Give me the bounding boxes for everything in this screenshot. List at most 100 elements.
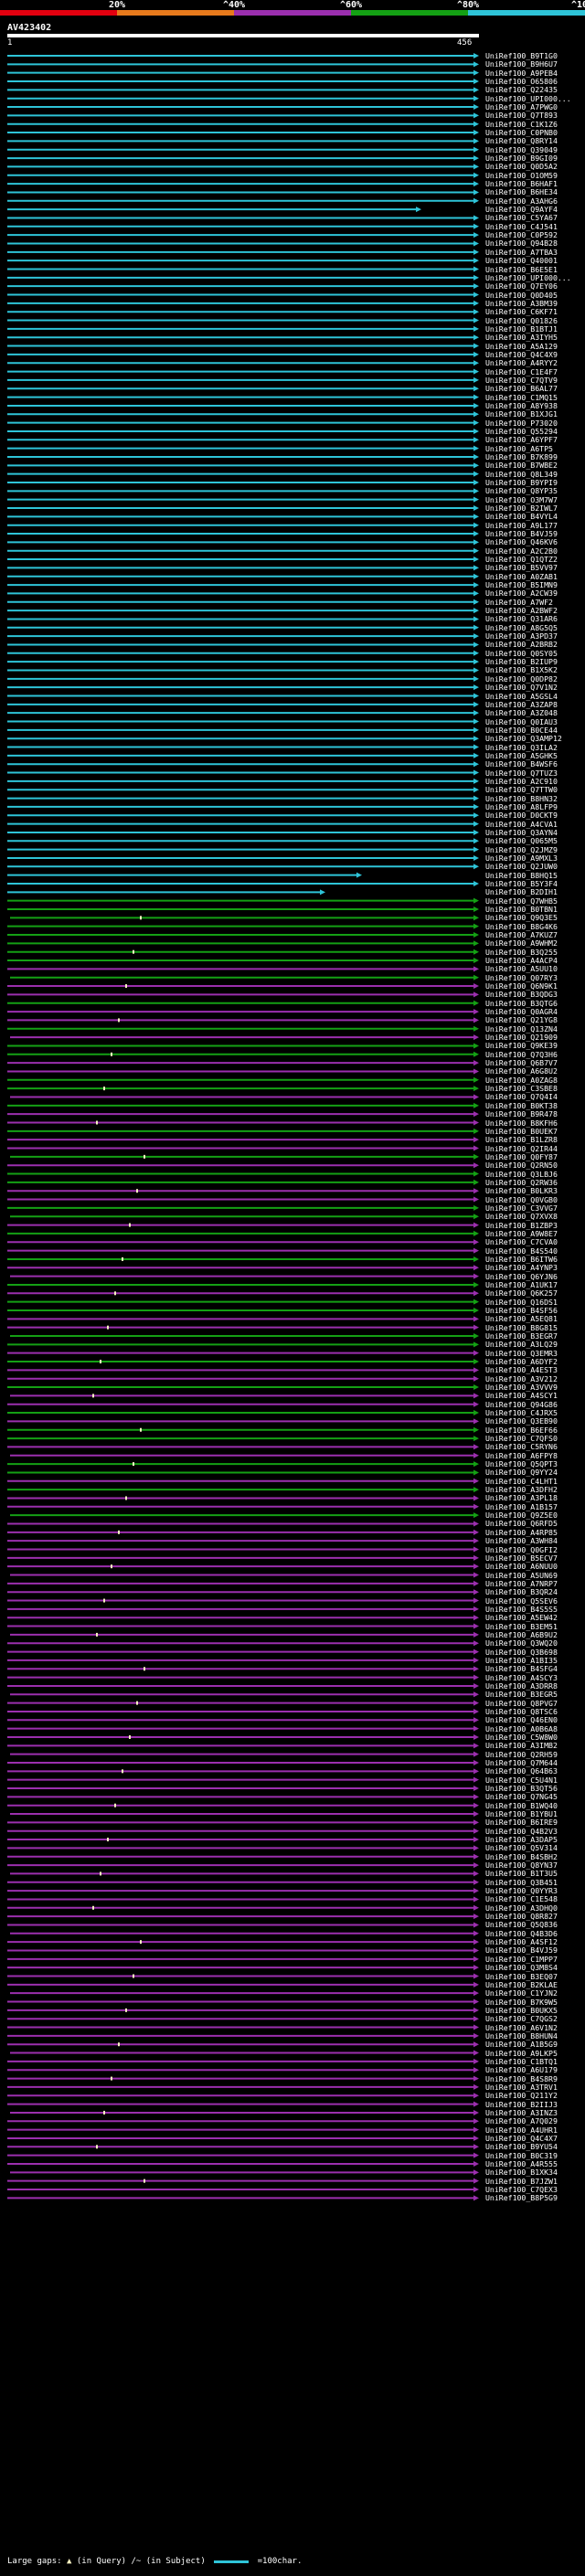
hit-label[interactable]: UniRef100_Q0YYR3 <box>485 1886 558 1896</box>
hit-label[interactable]: UniRef100_A3BM39 <box>485 298 558 308</box>
hit-label[interactable]: UniRef100_B6EF66 <box>485 1425 558 1435</box>
hit-label[interactable]: UniRef100_Q3WQ20 <box>485 1638 558 1648</box>
hit-label[interactable]: UniRef100_B3EQ07 <box>485 1971 558 1981</box>
hit-label[interactable]: UniRef100_B3QR24 <box>485 1587 558 1597</box>
hit-label[interactable]: UniRef100_A4UHR1 <box>485 2125 558 2135</box>
hit-label[interactable]: UniRef100_A3PD37 <box>485 631 558 641</box>
hit-label[interactable]: UniRef100_A6B9U2 <box>485 1629 558 1639</box>
hit-label[interactable]: UniRef100_B5IMN9 <box>485 580 558 590</box>
hit-label[interactable]: UniRef100_B8P5G9 <box>485 2193 558 2203</box>
hit-label[interactable]: UniRef100_A6V1N2 <box>485 2022 558 2032</box>
hit-label[interactable]: UniRef100_C1K1Z6 <box>485 119 558 129</box>
hit-label[interactable]: UniRef100_A3DAP5 <box>485 1835 558 1845</box>
hit-label[interactable]: UniRef100_Q64B63 <box>485 1766 558 1776</box>
hit-label[interactable]: UniRef100_Q39049 <box>485 144 558 154</box>
hit-label[interactable]: UniRef100_C4JRX5 <box>485 1408 558 1418</box>
hit-label[interactable]: UniRef100_A3WH84 <box>485 1536 558 1546</box>
hit-label[interactable]: UniRef100_Q46EN0 <box>485 1715 558 1725</box>
hit-label[interactable]: UniRef100_A5A129 <box>485 341 558 351</box>
hit-label[interactable]: UniRef100_A8Y938 <box>485 400 558 410</box>
hit-label[interactable]: UniRef100_Q6B7V7 <box>485 1058 558 1068</box>
hit-label[interactable]: UniRef100_Q7NG45 <box>485 1792 558 1802</box>
hit-label[interactable]: UniRef100_A6TP5 <box>485 443 553 453</box>
hit-label[interactable]: UniRef100_UPI000... <box>485 272 571 282</box>
hit-label[interactable]: UniRef100_A2BWF2 <box>485 606 558 616</box>
hit-label[interactable]: UniRef100_C4LHT1 <box>485 1476 558 1486</box>
hit-label[interactable]: UniRef100_Q46KV6 <box>485 537 558 547</box>
hit-label[interactable]: UniRef100_A3ZAP8 <box>485 699 558 709</box>
hit-label[interactable]: UniRef100_B1XK34 <box>485 2168 558 2178</box>
hit-label[interactable]: UniRef100_B2IWL7 <box>485 504 558 514</box>
hit-label[interactable]: UniRef100_Q31AR6 <box>485 614 558 624</box>
hit-label[interactable]: UniRef100_Q8YN37 <box>485 1860 558 1871</box>
hit-label[interactable]: UniRef100_Q7XVX8 <box>485 1212 558 1222</box>
hit-label[interactable]: UniRef100_C7CVA0 <box>485 1237 558 1247</box>
hit-label[interactable]: UniRef100_A6DYF2 <box>485 1357 558 1367</box>
hit-label[interactable]: UniRef100_B3EGR7 <box>485 1331 558 1341</box>
hit-label[interactable]: UniRef100_A6YPF7 <box>485 435 558 445</box>
hit-label[interactable]: UniRef100_Q21YG8 <box>485 1015 558 1025</box>
hit-label[interactable]: UniRef100_Q3LBJ6 <box>485 1169 558 1179</box>
hit-label[interactable]: UniRef100_B3Q255 <box>485 947 558 957</box>
hit-label[interactable]: UniRef100_Q8YP35 <box>485 486 558 496</box>
hit-label[interactable]: UniRef100_B6HE34 <box>485 187 558 197</box>
hit-label[interactable]: UniRef100_B4S5S5 <box>485 1604 558 1614</box>
hit-label[interactable]: UniRef100_Q0IAU3 <box>485 716 558 726</box>
hit-label[interactable]: UniRef100_A4RYY2 <box>485 358 558 368</box>
hit-label[interactable]: UniRef100_Q9Z5E0 <box>485 1511 558 1521</box>
hit-label[interactable]: UniRef100_A5GHK5 <box>485 750 558 760</box>
hit-label[interactable]: UniRef100_Q5V314 <box>485 1843 558 1853</box>
hit-label[interactable]: UniRef100_B1ZBP3 <box>485 1220 558 1230</box>
hit-label[interactable]: UniRef100_B8G815 <box>485 1322 558 1332</box>
hit-label[interactable]: UniRef100_O3M7W7 <box>485 494 558 504</box>
hit-label[interactable]: UniRef100_Q7TTW0 <box>485 785 558 795</box>
hit-label[interactable]: UniRef100_Q55294 <box>485 426 558 436</box>
hit-label[interactable]: UniRef100_Q3ILA2 <box>485 742 558 752</box>
hit-label[interactable]: UniRef100_P73020 <box>485 418 558 428</box>
hit-label[interactable]: UniRef100_C7QGS2 <box>485 2014 558 2024</box>
hit-label[interactable]: UniRef100_B2IUP9 <box>485 657 558 667</box>
hit-label[interactable]: UniRef100_B7WBE2 <box>485 461 558 471</box>
hit-label[interactable]: UniRef100_B8KFH6 <box>485 1118 558 1128</box>
hit-label[interactable]: UniRef100_B5ECV7 <box>485 1553 558 1563</box>
hit-label[interactable]: UniRef100_C0PNB0 <box>485 128 558 138</box>
hit-label[interactable]: UniRef100_B6HAF1 <box>485 179 558 189</box>
hit-label[interactable]: UniRef100_B4VJ59 <box>485 1945 558 1956</box>
hit-label[interactable]: UniRef100_A3PL18 <box>485 1493 558 1503</box>
hit-label[interactable]: UniRef100_Q6K257 <box>485 1288 558 1299</box>
hit-label[interactable]: UniRef100_B0TBN1 <box>485 905 558 914</box>
hit-label[interactable]: UniRef100_Q21909 <box>485 1033 558 1043</box>
hit-label[interactable]: UniRef100_Q7EY06 <box>485 281 558 292</box>
hit-label[interactable]: UniRef100_B0KT38 <box>485 1100 558 1110</box>
hit-label[interactable]: UniRef100_Q94G86 <box>485 1399 558 1409</box>
hit-label[interactable]: UniRef100_Q3EMR3 <box>485 1348 558 1358</box>
hit-label[interactable]: UniRef100_Q0FY87 <box>485 1151 558 1161</box>
hit-label[interactable]: UniRef100_C0P592 <box>485 230 558 240</box>
hit-label[interactable]: UniRef100_A4YNP3 <box>485 1263 558 1273</box>
hit-label[interactable]: UniRef100_B7K899 <box>485 451 558 461</box>
hit-label[interactable]: UniRef100_Q065M5 <box>485 836 558 846</box>
hit-label[interactable]: UniRef100_A3INZ3 <box>485 2107 558 2117</box>
hit-label[interactable]: UniRef100_Q7TUZ3 <box>485 768 558 778</box>
hit-label[interactable]: UniRef100_UPI000... <box>485 93 571 103</box>
hit-label[interactable]: UniRef100_Q22435 <box>485 85 558 95</box>
hit-label[interactable]: UniRef100_A1B5G9 <box>485 2040 558 2050</box>
hit-label[interactable]: UniRef100_C1E4F7 <box>485 366 558 376</box>
hit-label[interactable]: UniRef100_B9T1G0 <box>485 51 558 60</box>
hit-label[interactable]: UniRef100_Q8TSC6 <box>485 1706 558 1716</box>
hit-label[interactable]: UniRef100_B9R478 <box>485 1109 558 1119</box>
hit-label[interactable]: UniRef100_C5U4N1 <box>485 1775 558 1785</box>
hit-label[interactable]: UniRef100_Q0DP82 <box>485 673 558 684</box>
hit-label[interactable]: UniRef100_A7WF2 <box>485 597 553 607</box>
hit-label[interactable]: UniRef100_Q7Q4I4 <box>485 1092 558 1102</box>
hit-label[interactable]: UniRef100_B1YBU1 <box>485 1809 558 1819</box>
hit-label[interactable]: UniRef100_Q6RFD5 <box>485 1519 558 1529</box>
hit-label[interactable]: UniRef100_A5EW42 <box>485 1613 558 1623</box>
hit-label[interactable]: UniRef100_Q94B28 <box>485 239 558 249</box>
hit-label[interactable]: UniRef100_Q3EB90 <box>485 1416 558 1426</box>
hit-label[interactable]: UniRef100_A3V212 <box>485 1373 558 1383</box>
hit-label[interactable]: UniRef100_B4S8R9 <box>485 2073 558 2083</box>
hit-label[interactable]: UniRef100_A9WHM2 <box>485 938 558 949</box>
hit-label[interactable]: UniRef100_B0C319 <box>485 2150 558 2160</box>
hit-label[interactable]: UniRef100_Q3B451 <box>485 1877 558 1887</box>
